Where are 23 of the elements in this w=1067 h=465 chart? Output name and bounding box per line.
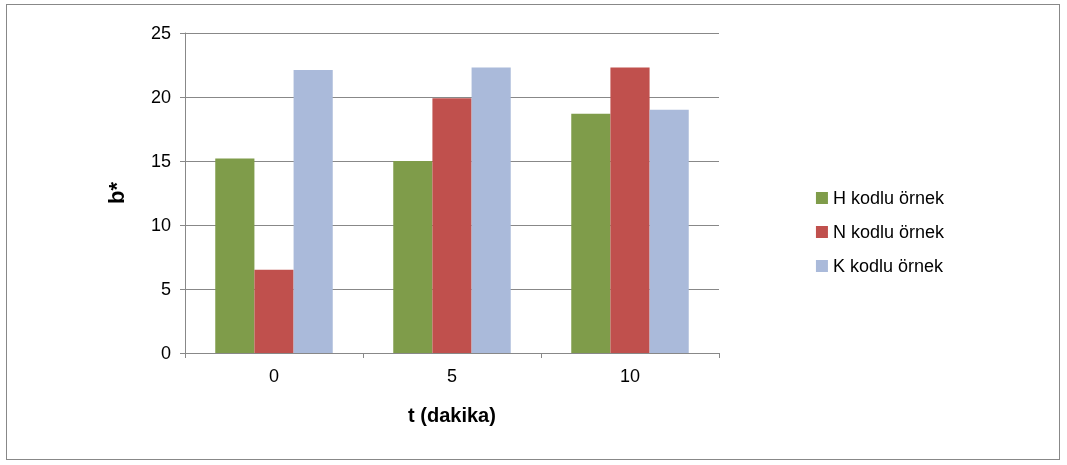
bar xyxy=(293,70,333,353)
bar xyxy=(649,109,689,353)
bar xyxy=(610,67,650,353)
bar xyxy=(393,161,433,353)
legend-label: N kodlu örnek xyxy=(832,222,945,242)
y-tick-label: 0 xyxy=(160,343,171,363)
bar xyxy=(432,98,472,353)
x-tick-label: 0 xyxy=(268,366,280,386)
legend-label: H kodlu örnek xyxy=(832,188,945,208)
y-tick-label: 20 xyxy=(150,87,171,107)
y-tick-label: 25 xyxy=(150,23,171,43)
bar xyxy=(254,269,294,353)
y-tick-label: 5 xyxy=(160,279,171,299)
x-tick-label: 5 xyxy=(446,366,458,386)
bar xyxy=(471,67,511,353)
y-tick-label: 15 xyxy=(150,151,171,171)
y-axis-title: b* xyxy=(103,181,129,204)
y-tick-label: 10 xyxy=(150,215,171,235)
bar xyxy=(215,158,255,353)
x-tick-label: 10 xyxy=(619,366,641,386)
legend-label: K kodlu örnek xyxy=(832,256,945,276)
x-axis-title: t (dakika) xyxy=(408,404,496,426)
bar xyxy=(571,113,611,353)
